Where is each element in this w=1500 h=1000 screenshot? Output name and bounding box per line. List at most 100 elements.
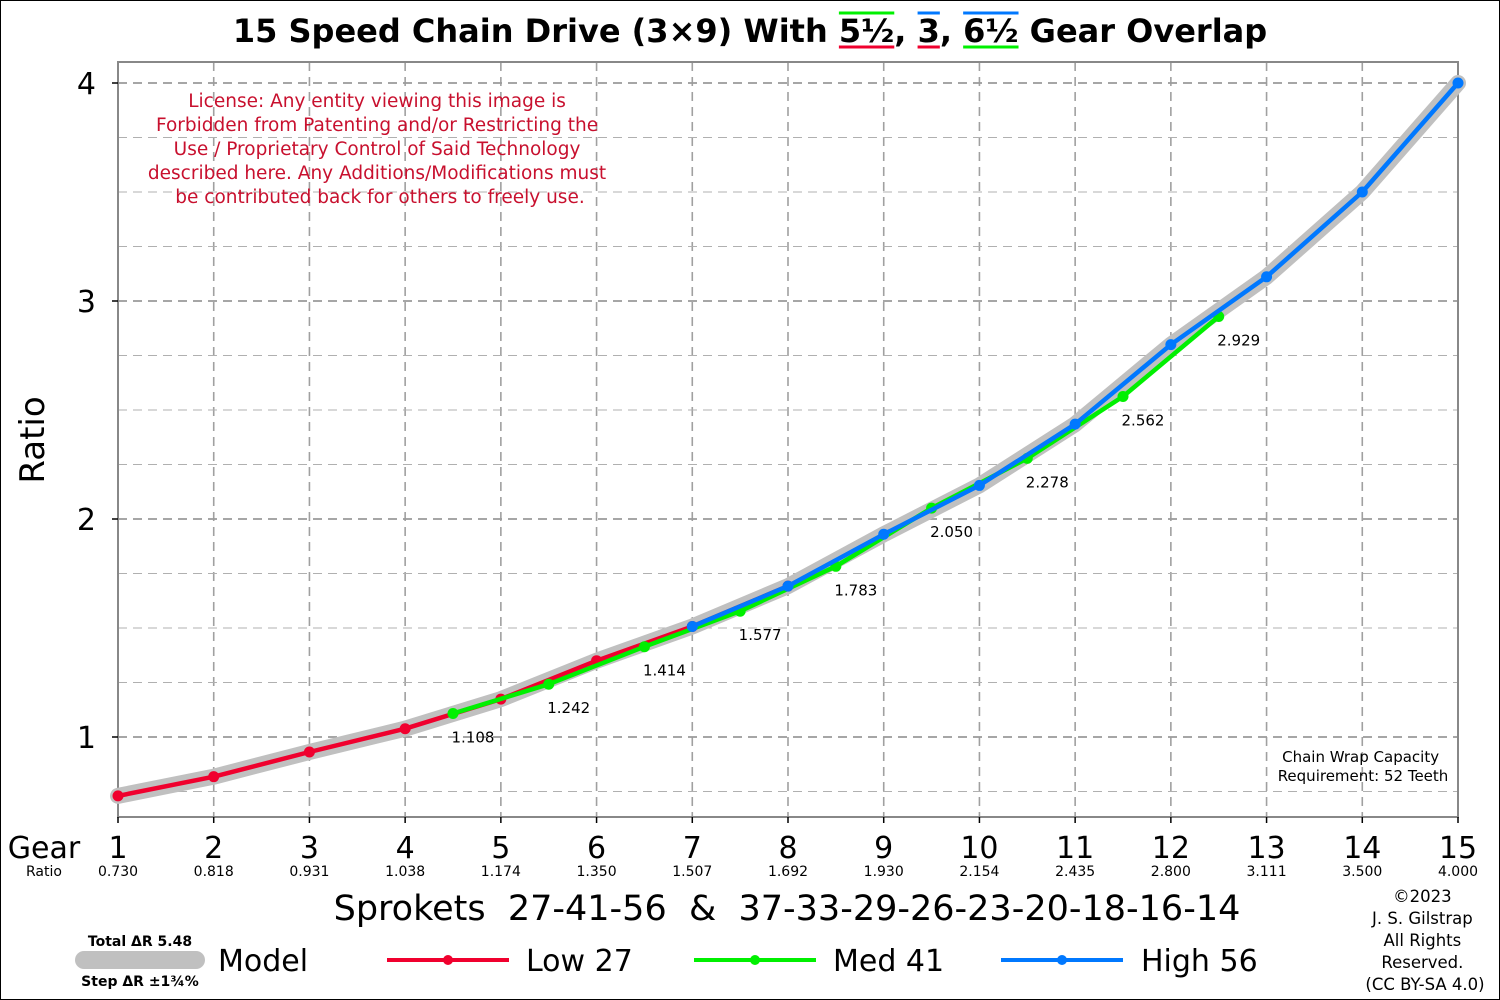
gear-row-label: Gear [8, 831, 81, 866]
series-line-low-27 [115, 583, 791, 799]
chain-wrap-note: Chain Wrap Capacity Requirement: 52 Teet… [1278, 748, 1449, 785]
x-tick-ratio-label: 2.154 [959, 864, 999, 880]
y-tick-label: 2 [77, 503, 96, 538]
x-tick-label: 15 [1439, 831, 1477, 866]
data-label: 1.108 [452, 728, 495, 746]
y-tick-label: 4 [77, 67, 96, 102]
data-label: 2.278 [1026, 473, 1069, 491]
title-separator-2: , [940, 12, 963, 50]
series-line-med-41 [450, 314, 1221, 716]
x-tick-ratio-label: 1.038 [385, 864, 425, 880]
data-point [782, 580, 794, 592]
x-tick-ratio-label: 3.111 [1247, 864, 1287, 880]
data-label: 1.577 [739, 626, 782, 644]
x-tick-label: 13 [1247, 831, 1285, 866]
legend-med-marker [750, 955, 760, 965]
series-lines [110, 75, 1466, 804]
chain-wrap-line: Chain Wrap Capacity [1282, 748, 1439, 766]
x-tick-label: 3 [300, 831, 319, 866]
x-tick-ratio-label: 0.730 [98, 864, 138, 880]
legend: Total ΔR 5.48 Step ΔR ±1¾% Model Low 27 … [75, 934, 1258, 990]
x-tick-ratio-label: 1.692 [768, 864, 808, 880]
x-tick-ratio-label: 1.174 [481, 864, 521, 880]
data-label: 2.562 [1122, 411, 1165, 429]
y-tick-labels: 1 2 3 4 [77, 67, 118, 756]
legend-med-label: Med 41 [833, 944, 944, 979]
x-tick-label: 6 [587, 831, 606, 866]
data-point [1165, 339, 1177, 351]
data-point [1261, 271, 1273, 283]
title-separator-1: , [894, 12, 917, 50]
x-tick-ratio-label: 1.507 [672, 864, 712, 880]
legend-model-total: Total ΔR 5.48 [88, 934, 192, 950]
data-point [686, 620, 698, 632]
x-tick-label: 4 [396, 831, 415, 866]
y-tick-label: 1 [77, 721, 96, 756]
copyright-line: Reserved. [1381, 953, 1463, 972]
x-tick-label: 5 [491, 831, 510, 866]
data-label: 1.414 [643, 662, 686, 680]
x-tick-ratio-label: 2.800 [1151, 864, 1191, 880]
title-prefix: 15 Speed Chain Drive (3×9) With [233, 12, 839, 50]
data-label: 2.929 [1217, 331, 1260, 349]
x-tick-ratio-label: 0.931 [289, 864, 329, 880]
license-line: License: Any entity viewing this image i… [188, 91, 566, 112]
license-line: described here. Any Additions/Modificati… [148, 163, 606, 184]
data-point [447, 707, 459, 719]
chain-wrap-line: Requirement: 52 Teeth [1278, 767, 1449, 785]
x-tick-label: 1 [108, 831, 127, 866]
x-tick-ratio-label: 1.350 [577, 864, 617, 880]
data-point [973, 479, 985, 491]
x-tick-ratio-label: 2.435 [1055, 864, 1095, 880]
data-labels: 1.108 1.242 1.414 1.577 1.783 2.050 2.278 2.562… [452, 331, 1261, 746]
ratio-row-label: Ratio [26, 864, 62, 880]
x-tick-label: 9 [874, 831, 893, 866]
data-point [543, 678, 555, 690]
copyright-line: J. S. Gilstrap [1371, 909, 1473, 928]
data-label: 1.242 [547, 699, 590, 717]
x-tick-labels: 10.730 20.818 30.931 41.038 51.174 61.350 71.5… [98, 817, 1478, 880]
license-line: Use / Proprietary Control of Said Techno… [174, 139, 581, 160]
grid [118, 62, 1458, 817]
x-tick-ratio-label: 4.000 [1438, 864, 1478, 880]
title-underlines [838, 11, 1019, 49]
legend-low-label: Low 27 [526, 944, 633, 979]
data-point [1069, 418, 1081, 430]
data-label: 2.050 [930, 523, 973, 541]
data-point [208, 771, 220, 783]
data-point [1452, 77, 1464, 89]
chart-title: 15 Speed Chain Drive (3×9) With 5½, 3, 6… [233, 12, 1267, 50]
license-note: License: Any entity viewing this image i… [148, 91, 612, 208]
x-tick-ratio-label: 0.818 [194, 864, 234, 880]
title-overlap-med: 3 [918, 12, 940, 50]
y-axis-label: Ratio [13, 396, 53, 483]
title-overlap-high: 6½ [963, 12, 1018, 50]
data-label: 1.783 [834, 581, 877, 599]
copyright-line: ©2023 [1393, 887, 1452, 906]
x-tick-label: 8 [778, 831, 797, 866]
data-point [1117, 390, 1129, 402]
data-point [303, 746, 315, 758]
legend-high-label: High 56 [1141, 944, 1258, 979]
x-tick-label: 7 [683, 831, 702, 866]
data-point [1356, 186, 1368, 198]
x-tick-label: 2 [204, 831, 223, 866]
x-tick-label: 10 [960, 831, 998, 866]
copyright-line: All Rights [1384, 931, 1462, 950]
x-tick-ratio-label: 3.500 [1342, 864, 1382, 880]
title-overlap-low: 5½ [839, 12, 894, 50]
legend-low-marker [443, 955, 453, 965]
legend-model-label: Model [218, 944, 308, 979]
copyright-note: ©2023 J. S. Gilstrap All Rights Reserved… [1365, 887, 1484, 994]
x-tick-label: 11 [1056, 831, 1094, 866]
license-line: be contributed back for others to freely… [175, 187, 584, 208]
x-axis-label: Sprokets 27-41-56 & 37-33-29-26-23-20-18… [334, 889, 1241, 929]
license-line: Forbidden from Patenting and/or Restrict… [156, 115, 598, 136]
data-point [112, 790, 124, 802]
x-tick-label: 12 [1152, 831, 1190, 866]
copyright-line: (CC BY-SA 4.0) [1365, 975, 1484, 994]
legend-high-marker [1057, 955, 1067, 965]
x-tick-label: 14 [1343, 831, 1381, 866]
data-point [399, 723, 411, 735]
